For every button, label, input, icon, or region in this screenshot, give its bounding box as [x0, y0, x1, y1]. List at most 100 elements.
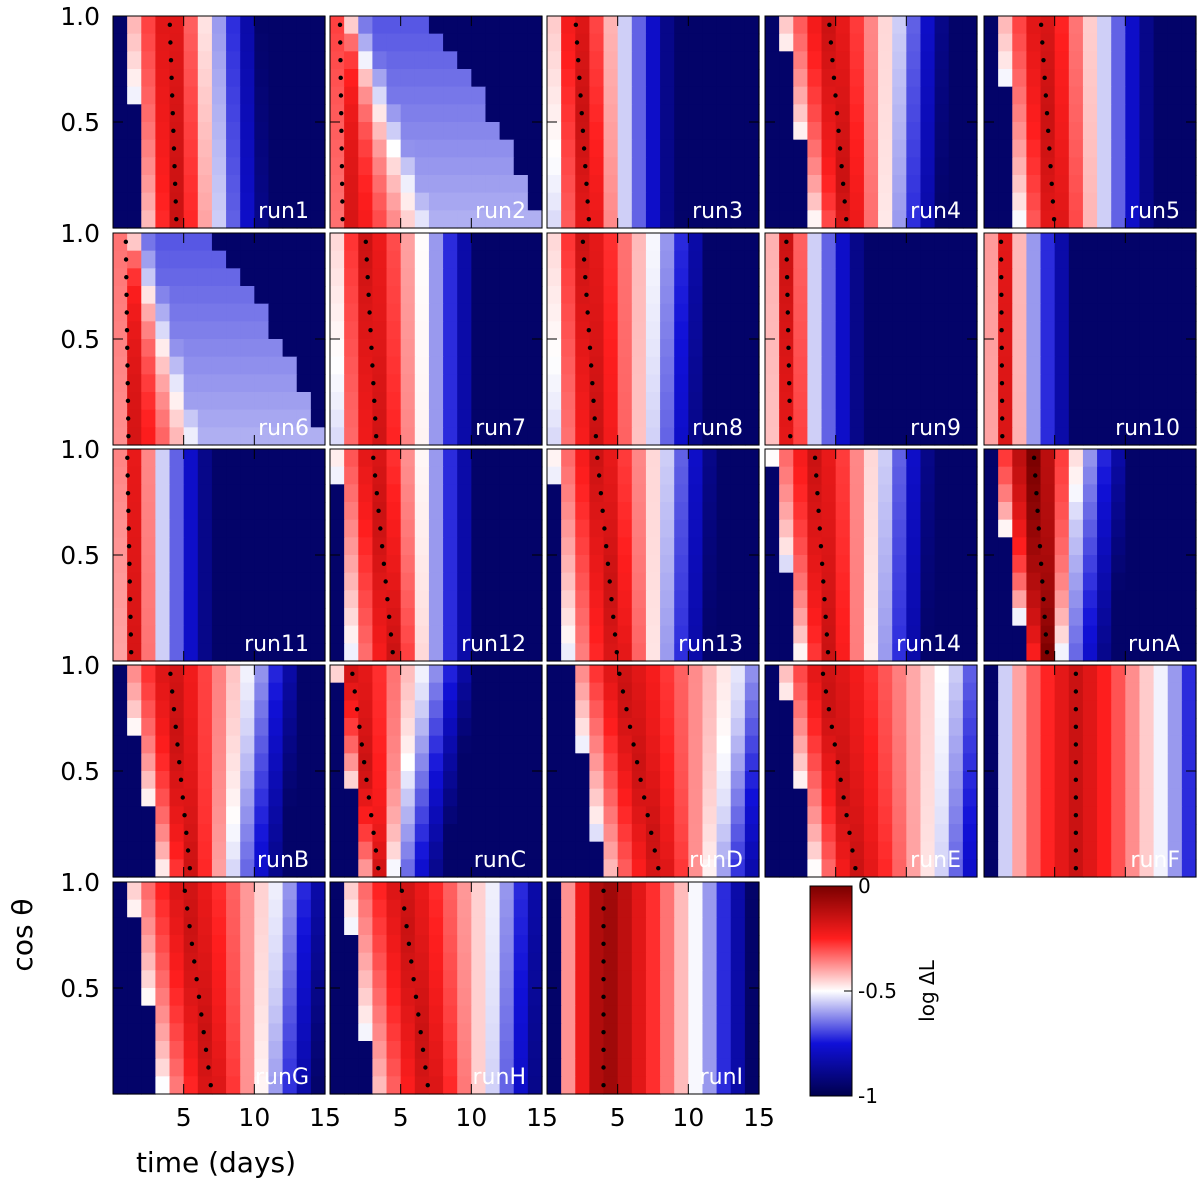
peak-marker	[815, 490, 820, 496]
heatmap-cell	[471, 988, 487, 1007]
heatmap-cell	[1097, 484, 1112, 503]
heatmap-cell	[513, 1023, 529, 1042]
heatmap-cell	[330, 268, 345, 287]
peak-marker	[123, 239, 129, 245]
heatmap-cell	[702, 1058, 718, 1077]
heatmap-cell	[282, 339, 298, 358]
heatmap-cell	[414, 841, 430, 860]
heatmap-cell	[998, 841, 1013, 860]
heatmap-cell	[527, 952, 543, 971]
heatmap-cell	[485, 935, 501, 954]
heatmap-cell	[998, 572, 1013, 591]
heatmap-cell	[821, 665, 837, 684]
heatmap-cell	[414, 806, 430, 825]
heatmap-cell	[765, 590, 780, 609]
heatmap-cell	[892, 356, 907, 375]
heatmap-cell	[589, 139, 605, 158]
heatmap-cell	[948, 16, 964, 35]
heatmap-cell	[141, 753, 156, 772]
heatmap-cell	[702, 841, 718, 860]
heatmap-cell	[1097, 356, 1112, 375]
heatmap-cell	[1125, 409, 1141, 428]
heatmap-cell	[1111, 625, 1126, 644]
heatmap-cell	[779, 841, 794, 860]
heatmap-cell	[499, 484, 515, 503]
heatmap-cell	[1139, 33, 1155, 52]
peak-marker	[170, 110, 175, 116]
heatmap-cell	[674, 33, 689, 52]
heatmap-cell	[296, 806, 312, 825]
heatmap-cell	[414, 555, 430, 574]
heatmap-cell	[527, 700, 543, 719]
heatmap-cell	[603, 16, 619, 35]
heatmap-cell	[1097, 250, 1112, 269]
heatmap-cell	[310, 970, 326, 989]
heatmap-cell	[702, 286, 718, 305]
heatmap-cell	[386, 250, 402, 269]
heatmap-cell	[282, 51, 298, 70]
heatmap-cell	[617, 824, 633, 843]
heatmap-cell	[617, 250, 633, 269]
heatmap-cell	[716, 859, 732, 878]
heatmap-cell	[1082, 590, 1098, 609]
heatmap-cell	[414, 537, 430, 556]
heatmap-cell	[589, 625, 605, 644]
heatmap-cell	[386, 339, 402, 358]
heatmap-cell	[920, 484, 936, 503]
heatmap-cell	[660, 1005, 675, 1024]
peak-marker	[1073, 671, 1079, 677]
peak-marker	[834, 110, 840, 116]
heatmap-cell	[744, 899, 760, 918]
heatmap-cell	[457, 970, 472, 989]
heatmap-cell	[716, 1041, 732, 1060]
heatmap-cell	[660, 643, 675, 662]
heatmap-cell	[561, 824, 576, 843]
heatmap-cell	[169, 859, 185, 878]
panel-label: run8	[692, 416, 743, 441]
heatmap-cell	[1026, 157, 1042, 176]
heatmap-cell	[400, 718, 416, 737]
heatmap-cell	[183, 339, 199, 358]
heatmap-cell	[513, 519, 529, 538]
heatmap-cell	[660, 753, 675, 772]
heatmap-cell	[1139, 122, 1155, 141]
heatmap-cell	[863, 572, 879, 591]
heatmap-cell	[863, 449, 879, 468]
heatmap-cell	[457, 250, 472, 269]
heatmap-cell	[414, 1076, 430, 1095]
heatmap-cell	[443, 519, 458, 538]
heatmap-cell	[372, 771, 388, 790]
heatmap-cell	[906, 356, 922, 375]
heatmap-cell	[330, 157, 345, 176]
heatmap-cell	[1026, 339, 1042, 358]
heatmap-cell	[1040, 466, 1056, 485]
heatmap-cell	[1139, 771, 1155, 790]
heatmap-cell	[1054, 555, 1070, 574]
heatmap-cell	[1026, 788, 1042, 807]
heatmap-cell	[400, 1058, 416, 1077]
heatmap-cell	[561, 555, 576, 574]
heatmap-cell	[1153, 625, 1169, 644]
heatmap-cell	[254, 555, 270, 574]
heatmap-cell	[127, 970, 142, 989]
heatmap-cell	[962, 139, 978, 158]
heatmap-cell	[821, 303, 837, 322]
heatmap-cell	[863, 303, 879, 322]
heatmap-cell	[702, 268, 718, 287]
heatmap-cell	[1068, 643, 1084, 662]
heatmap-cell	[513, 643, 529, 662]
peak-marker	[787, 380, 792, 386]
heatmap-cell	[183, 537, 199, 556]
axis-labels-group: 0.51.00.51.00.51.00.51.00.51.05 10 15 5 10 15…	[60, 2, 775, 1132]
heatmap-cell	[730, 122, 746, 141]
heatmap-cell	[998, 250, 1013, 269]
heatmap-cell	[471, 555, 487, 574]
heatmap-cell	[674, 104, 689, 123]
heatmap-cell	[183, 882, 199, 901]
heatmap-cell	[906, 771, 922, 790]
heatmap-cell	[863, 286, 879, 305]
heatmap-cell	[400, 250, 416, 269]
heatmap-cell	[821, 139, 837, 158]
heatmap-cell	[849, 233, 865, 252]
heatmap-cell	[254, 718, 270, 737]
